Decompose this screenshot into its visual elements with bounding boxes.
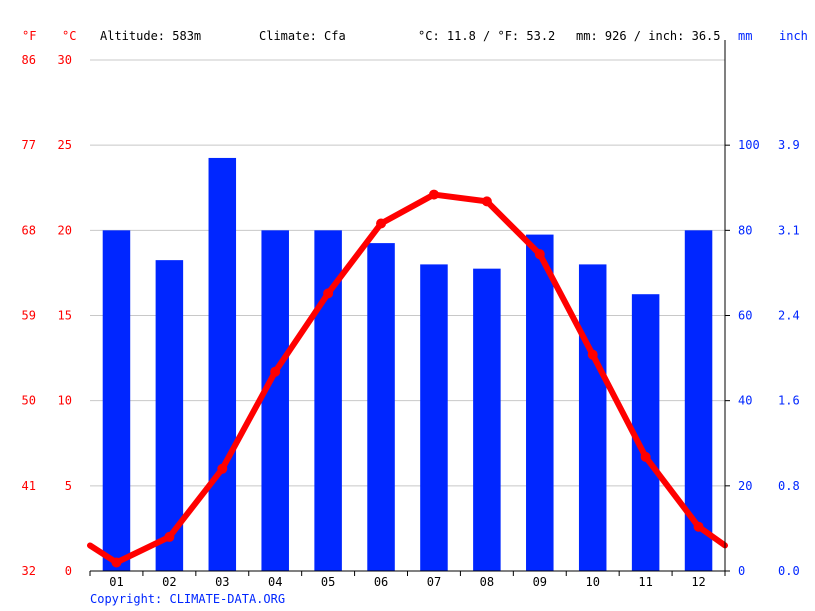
precipitation-bar-01 — [102, 230, 131, 572]
altitude-label: Altitude: 583m — [100, 29, 201, 43]
precipitation-bars — [102, 157, 713, 572]
total-precipitation-label: mm: 926 / inch: 36.5 — [576, 29, 721, 43]
temperature-point-03 — [217, 463, 228, 474]
x-tick-label: 12 — [691, 575, 705, 589]
y-tick-mm: 0 — [738, 564, 745, 578]
y-tick-inch: 0.0 — [778, 564, 800, 578]
y-tick-inch: 2.4 — [778, 309, 800, 323]
precipitation-bar-09 — [526, 234, 554, 571]
grid-lines — [90, 59, 725, 572]
temperature-point-01 — [111, 557, 122, 568]
precipitation-bar-04 — [261, 230, 289, 572]
temperature-line — [87, 189, 728, 568]
temperature-point-10 — [587, 349, 598, 360]
y-tick-mm: 20 — [738, 479, 752, 493]
precipitation-bar-07 — [420, 264, 448, 571]
y-tick-mm: 80 — [738, 223, 752, 237]
celsius-unit-label: °C — [62, 29, 76, 43]
y-axis-left-ticks: 32 0 41 5 50 10 59 15 68 20 77 25 86 30 — [22, 53, 72, 578]
precipitation-bar-12 — [684, 230, 713, 572]
y-tick-mm: 100 — [738, 138, 760, 152]
y-tick-fahrenheit: 77 — [22, 138, 36, 152]
axes — [89, 40, 726, 576]
y-tick-celsius: 25 — [58, 138, 72, 152]
temperature-point-04 — [270, 366, 281, 377]
y-tick-inch: 3.9 — [778, 138, 800, 152]
y-tick-fahrenheit: 41 — [22, 479, 36, 493]
y-tick-fahrenheit: 68 — [22, 223, 36, 237]
precipitation-bar-02 — [155, 260, 184, 571]
y-tick-mm: 40 — [738, 394, 752, 408]
temperature-point-05 — [323, 288, 334, 299]
average-temperature-label: °C: 11.8 / °F: 53.2 — [418, 29, 555, 43]
x-axis-ticks: 01 02 03 04 05 06 07 08 09 10 11 12 — [109, 575, 706, 589]
temperature-point-02 — [164, 531, 175, 542]
temperature-point-11 — [640, 451, 651, 462]
y-tick-fahrenheit: 86 — [22, 53, 36, 67]
y-tick-inch: 3.1 — [778, 223, 800, 237]
precipitation-bar-05 — [314, 230, 342, 572]
x-tick-label: 11 — [638, 575, 652, 589]
temperature-point-06 — [376, 218, 387, 229]
x-tick-label: 07 — [427, 575, 441, 589]
precipitation-bar-03 — [208, 157, 237, 572]
x-tick-label: 05 — [321, 575, 335, 589]
fahrenheit-unit-label: °F — [22, 29, 36, 43]
y-tick-inch: 0.8 — [778, 479, 800, 493]
y-tick-celsius: 10 — [58, 394, 72, 408]
x-tick-label: 03 — [215, 575, 229, 589]
y-tick-fahrenheit: 32 — [22, 564, 36, 578]
climate-label: Climate: Cfa — [259, 29, 346, 43]
y-tick-celsius: 0 — [65, 564, 72, 578]
y-tick-celsius: 5 — [65, 479, 72, 493]
y-tick-celsius: 30 — [58, 53, 72, 67]
temperature-point-07 — [428, 189, 439, 200]
x-tick-label: 10 — [585, 575, 599, 589]
copyright-link[interactable]: Copyright: CLIMATE-DATA.ORG — [90, 592, 286, 606]
temperature-point-09 — [534, 249, 545, 260]
y-tick-celsius: 20 — [58, 223, 72, 237]
precipitation-bar-11 — [631, 294, 660, 571]
inch-unit-label: inch — [779, 29, 808, 43]
precipitation-bar-10 — [578, 264, 607, 571]
y-tick-fahrenheit: 50 — [22, 394, 36, 408]
precipitation-bar-06 — [367, 243, 395, 571]
x-tick-label: 08 — [480, 575, 494, 589]
y-tick-mm: 60 — [738, 309, 752, 323]
temperature-point-08 — [481, 196, 492, 207]
y-tick-inch: 1.6 — [778, 394, 800, 408]
x-tick-label: 02 — [162, 575, 176, 589]
y-tick-fahrenheit: 59 — [22, 309, 36, 323]
x-tick-label: 01 — [109, 575, 123, 589]
temperature-point-12 — [693, 521, 704, 532]
y-tick-celsius: 15 — [58, 309, 72, 323]
precipitation-bar-08 — [473, 268, 501, 571]
x-tick-label: 06 — [374, 575, 388, 589]
y-axis-right-ticks: 0 0.0 20 0.8 40 1.6 60 2.4 80 3.1 100 3.9 — [725, 138, 800, 578]
x-tick-label: 04 — [268, 575, 282, 589]
x-tick-label: 09 — [533, 575, 547, 589]
temperature-line-path — [87, 191, 728, 566]
mm-unit-label: mm — [738, 29, 752, 43]
